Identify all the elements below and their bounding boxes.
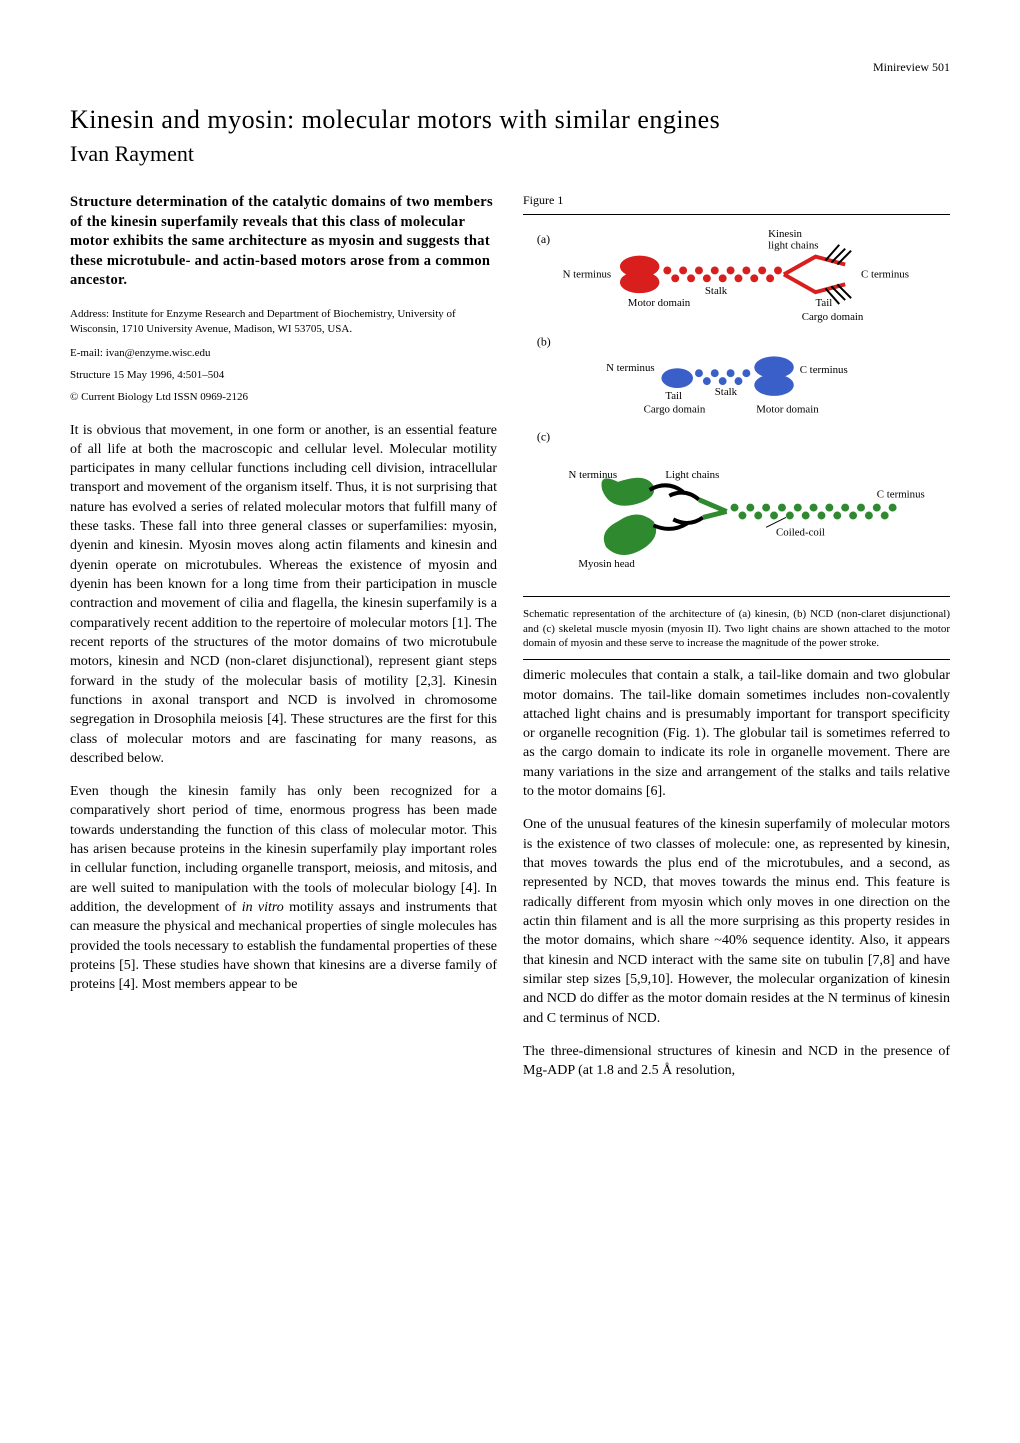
panel-b-motor-label: Motor domain: [756, 404, 819, 416]
panel-c-cterm: C terminus: [877, 489, 925, 501]
paragraph-5: The three-dimensional structures of kine…: [523, 1042, 950, 1081]
panel-c-neck-top: [699, 500, 727, 512]
panel-a-stalk: [663, 266, 782, 282]
panel-c-neck-bottom: [703, 512, 727, 518]
panel-c-label: (c): [537, 429, 550, 443]
panel-b-cargo: [661, 368, 693, 388]
panel-c-cc-label: Coiled-coil: [776, 526, 825, 538]
email: E-mail: ivan@enzyme.wisc.edu: [70, 347, 497, 359]
two-column-layout: Structure determination of the catalytic…: [70, 193, 950, 1094]
paragraph-1: It is obvious that movement, in one form…: [70, 421, 497, 769]
panel-b-stalk: [695, 369, 750, 385]
panel-a-kinesin: Kinesin: [768, 228, 802, 240]
panel-a-cargo-label: Cargo domain: [802, 311, 864, 323]
paragraph-4: One of the unusual features of the kines…: [523, 815, 950, 1027]
panel-a-lightchains: light chains: [768, 240, 818, 252]
figure-1-svg: (a) Kinesin light chains: [529, 225, 944, 581]
panel-a-motor-label: Motor domain: [628, 297, 691, 309]
panel-b-nterm: N terminus: [606, 362, 655, 374]
figure-label: Figure 1: [523, 193, 950, 208]
para2-pre: Even though the kinesin family has only …: [70, 784, 497, 915]
panel-b-stalk-label: Stalk: [715, 386, 738, 398]
copyright: © Current Biology Ltd ISSN 0969-2126: [70, 391, 497, 403]
address: Address: Institute for Enzyme Research a…: [70, 307, 497, 337]
panel-b-cargo-label: Cargo domain: [644, 404, 706, 416]
panel-c-head-label: Myosin head: [578, 558, 635, 570]
article-author: Ivan Rayment: [70, 141, 950, 167]
panel-a-nterm: N terminus: [563, 268, 612, 280]
article-title: Kinesin and myosin: molecular motors wit…: [70, 105, 950, 135]
paragraph-2: Even though the kinesin family has only …: [70, 782, 497, 994]
panel-a-cterm: C terminus: [861, 268, 909, 280]
panel-c-lc1: [650, 485, 684, 491]
panel-c-head-bottom: [604, 515, 656, 556]
para2-italic: in vitro: [242, 900, 284, 915]
panel-c-coiled-coil: [731, 504, 897, 520]
panel-c-lc-label: Light chains: [665, 469, 719, 481]
abstract: Structure determination of the catalytic…: [70, 193, 497, 291]
panel-a-motor-bottom: [620, 271, 660, 293]
left-column: Structure determination of the catalytic…: [70, 193, 497, 1094]
citation: Structure 15 May 1996, 4:501–504: [70, 369, 497, 381]
panel-a-label: (a): [537, 232, 550, 246]
panel-c-nterm: N terminus: [569, 469, 618, 481]
figure-caption: Schematic representation of the architec…: [523, 607, 950, 661]
panel-c-lc4: [673, 517, 703, 522]
panel-a-stalk-label: Stalk: [705, 285, 728, 297]
right-column: Figure 1 (a) Kinesin light chains: [523, 193, 950, 1094]
paragraph-3: dimeric molecules that contain a stalk, …: [523, 666, 950, 801]
panel-a-tail-label: Tail: [816, 297, 833, 309]
panel-b-motor-bottom: [754, 374, 794, 396]
panel-c-lc2: [669, 493, 699, 500]
figure-1-box: (a) Kinesin light chains: [523, 214, 950, 597]
panel-b-cterm: C terminus: [800, 364, 848, 376]
page-header: Minireview 501: [70, 60, 950, 75]
panel-b-tail-label: Tail: [665, 390, 682, 402]
panel-c-head-top: [601, 478, 654, 506]
panel-b-label: (b): [537, 335, 551, 349]
panel-a-feathers: [825, 245, 851, 304]
